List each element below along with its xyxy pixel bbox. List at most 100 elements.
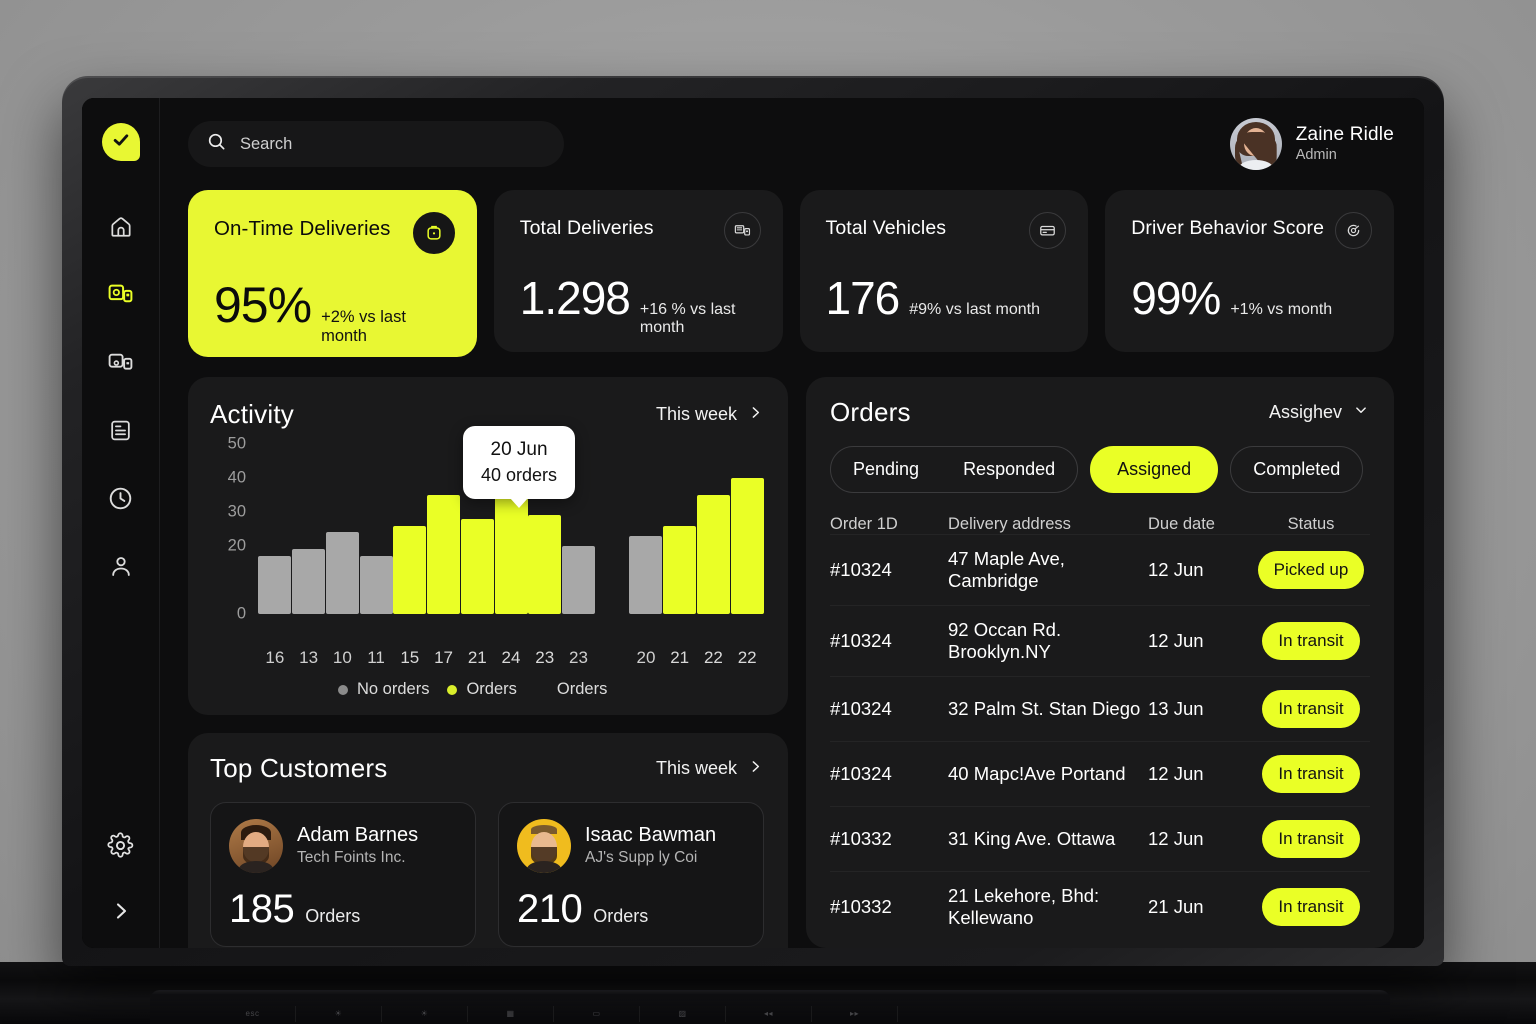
orders-table-body: #10324 47 Maple Ave, Cambridge 12 Jun Picke… [830,534,1370,942]
table-row[interactable]: #10332 21 Lekehore, Bhd: Kellewano 21 Jun I… [830,871,1370,942]
chart-bar-slot[interactable] [258,444,292,614]
table-row[interactable]: #10324 40 Mapc!Ave Portand 12 Jun In transi… [830,741,1370,806]
chart-bar[interactable] [460,518,494,614]
tab-responded[interactable]: Responded [963,459,1056,479]
sidebar-item-fleet[interactable] [101,345,141,379]
chart-bar[interactable] [258,556,292,614]
order-id: #10324 [830,559,892,580]
tab-completed[interactable]: Completed [1230,446,1364,493]
chart-bar-slot[interactable] [730,444,764,614]
chart-bar-slot[interactable] [359,444,393,614]
chart-bar[interactable] [494,491,528,614]
activity-title: Activity [210,399,294,429]
status-badge[interactable]: In transit [1262,690,1360,728]
kpi-card-driver-behavior-score[interactable]: Driver Behavior Score 99% +1% vs month [1105,190,1394,352]
chart-bar[interactable] [730,478,764,614]
chart-bar-slot[interactable] [528,444,562,614]
activity-panel: Activity This week 0 20 30 40 50 [188,377,788,715]
table-row[interactable]: #10324 92 Occan Rd. Brooklyn.NY 12 Jun In t… [830,605,1370,676]
status-badge[interactable]: In transit [1262,820,1360,858]
sidebar-item-settings[interactable] [101,828,141,862]
kpi-card-total-deliveries[interactable]: Total Deliveries 1.298 +16 % vs last mon… [493,190,783,352]
legend-dot [338,684,348,695]
tab-assigned[interactable]: Assigned [1090,446,1219,493]
table-row[interactable]: #10324 32 Palm St. Stan Diego 13 Jun In tra… [830,676,1370,741]
customer-card[interactable]: Isaac Bawman AJ's Supp ly Coi 210 Orders [498,802,764,947]
chart-bar[interactable] [359,556,393,614]
chart-plot-area: 20 Jun 40 orders [250,426,764,614]
chart-bar[interactable] [292,549,326,614]
y-axis-tick: 50 [227,434,246,453]
order-id: #10324 [830,698,892,719]
chart-bar-slot[interactable] [292,444,326,614]
search-input[interactable] [240,134,546,154]
sidebar-item-deliveries[interactable] [101,277,141,311]
order-due-date: 12 Jun [1148,559,1204,580]
status-badge[interactable]: In transit [1262,622,1360,660]
chart-bar[interactable] [629,535,663,614]
chevron-right-icon [109,899,133,923]
check-bubble-icon [111,130,131,155]
x-axis-tick [595,648,629,668]
activity-range-selector[interactable]: This week [656,404,764,426]
sidebar-item-history[interactable] [101,481,141,515]
user-profile[interactable]: Zaine Ridle Admin [1229,118,1394,170]
chart-bar[interactable] [696,495,730,614]
chart-bar-slot[interactable] [494,444,528,614]
chart-bar-slot[interactable] [393,444,427,614]
kpi-card-total-vehicles[interactable]: Total Vehicles 176 #9% vs last month [799,190,1089,352]
sidebar-item-home[interactable] [101,209,141,243]
sidebar-item-drivers[interactable] [101,549,141,583]
chart-bar[interactable] [663,525,697,614]
document-icon [108,418,133,443]
customers-header: Top Customers This week [210,753,764,784]
tab-pending[interactable]: Pending [853,459,920,479]
chart-bar-slot[interactable] [427,444,461,614]
x-axis-tick: 21 [467,648,487,667]
chart-bar-slot[interactable] [663,444,697,614]
table-row[interactable]: #10332 31 King Ave. Ottawa 12 Jun In transi… [830,806,1370,871]
table-row[interactable]: #10324 47 Maple Ave, Cambridge 12 Jun Picke… [830,534,1370,605]
kpi-card-on-time-deliveries[interactable]: On-Time Deliveries 95% +2% vs last month [188,190,477,357]
customer-order-count: 185 [229,887,295,931]
chart-bar-slot[interactable] [629,444,663,614]
chart-bar-slot[interactable] [325,444,359,614]
order-status-cell: In transit [1252,820,1370,858]
chevron-right-icon [747,758,764,780]
chart-bar[interactable] [325,532,359,614]
chart-bar-slot[interactable] [460,444,494,614]
search-box[interactable] [188,121,564,167]
customer-card[interactable]: Adam Barnes Tech Foints Inc. 185 Orders [210,802,476,947]
sidebar-item-reports[interactable] [101,413,141,447]
chart-bar-slot[interactable] [595,444,629,614]
stopwatch-icon [412,212,455,254]
x-axis-tick: 20 [636,648,656,667]
chart-bar[interactable] [393,525,427,614]
laptop-screen: Zaine Ridle Admin On-Time Deliveries [82,98,1424,948]
x-axis-tick: 15 [400,648,420,667]
chart-bar[interactable] [561,546,595,614]
status-badge[interactable]: In transit [1262,888,1360,926]
main-content: Zaine Ridle Admin On-Time Deliveries [160,98,1424,948]
chart-bar[interactable] [427,495,461,614]
chart-y-axis: 0 20 30 40 50 [210,435,250,623]
sidebar-expand-button[interactable] [101,894,141,928]
key-f7: ▸▸ [812,1006,898,1022]
chart-bar-slot[interactable] [696,444,731,614]
chart-bar-slot[interactable] [561,444,596,614]
kpi-delta: #9% vs last month [909,301,1040,318]
customers-range-selector[interactable]: This week [656,758,764,780]
order-address: 47 Maple Ave, Cambridge [948,548,1065,591]
orders-filter-dropdown[interactable]: Assighev [1269,401,1370,424]
status-badge[interactable]: In transit [1262,755,1360,793]
order-status-cell: In transit [1252,888,1370,926]
chart-bar[interactable] [528,515,562,614]
brand-logo[interactable] [101,123,140,161]
x-axis-tick: 22 [737,648,757,667]
key-f5: ▨ [640,1006,726,1022]
sidebar [82,98,160,948]
status-badge[interactable]: Picked up [1257,551,1365,589]
order-status-cell: In transit [1252,622,1370,660]
left-column: Activity This week 0 20 30 40 50 [188,377,788,948]
order-id: #10332 [830,896,892,917]
